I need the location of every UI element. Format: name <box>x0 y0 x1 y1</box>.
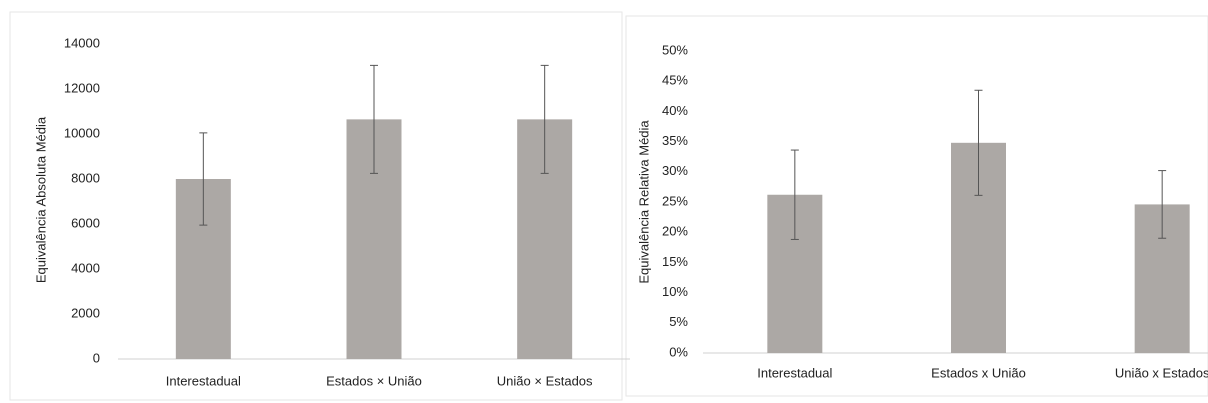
y-tick-label: 6000 <box>71 215 100 230</box>
y-tick-label: 50% <box>662 42 688 57</box>
y-tick-label: 25% <box>662 193 688 208</box>
x-tick-label: União x Estados <box>1115 365 1208 380</box>
y-tick-label: 12000 <box>64 80 100 95</box>
y-tick-label: 15% <box>662 254 688 269</box>
y-tick-label: 4000 <box>71 260 100 275</box>
y-tick-label: 14000 <box>64 35 100 50</box>
y-tick-label: 8000 <box>71 170 100 185</box>
x-tick-label: Interestadual <box>757 365 832 380</box>
y-axis-label: Equivalência Absoluta Média <box>33 116 48 283</box>
y-tick-label: 10% <box>662 284 688 299</box>
x-tick-label: Estados x União <box>931 365 1026 380</box>
y-tick-label: 5% <box>669 314 688 329</box>
y-tick-label: 0 <box>93 350 100 365</box>
x-tick-label: Estados × União <box>326 373 422 388</box>
y-axis-label: Equivalência Relativa Média <box>636 120 651 284</box>
x-tick-label: Interestadual <box>166 373 241 388</box>
panel-right <box>625 15 1208 397</box>
y-tick-label: 40% <box>662 103 688 118</box>
y-tick-label: 20% <box>662 224 688 239</box>
y-tick-label: 45% <box>662 73 688 88</box>
y-tick-label: 0% <box>669 344 688 359</box>
y-tick-label: 35% <box>662 133 688 148</box>
y-tick-label: 30% <box>662 163 688 178</box>
y-tick-label: 10000 <box>64 125 100 140</box>
x-tick-label: União × Estados <box>497 373 593 388</box>
y-tick-label: 2000 <box>71 305 100 320</box>
